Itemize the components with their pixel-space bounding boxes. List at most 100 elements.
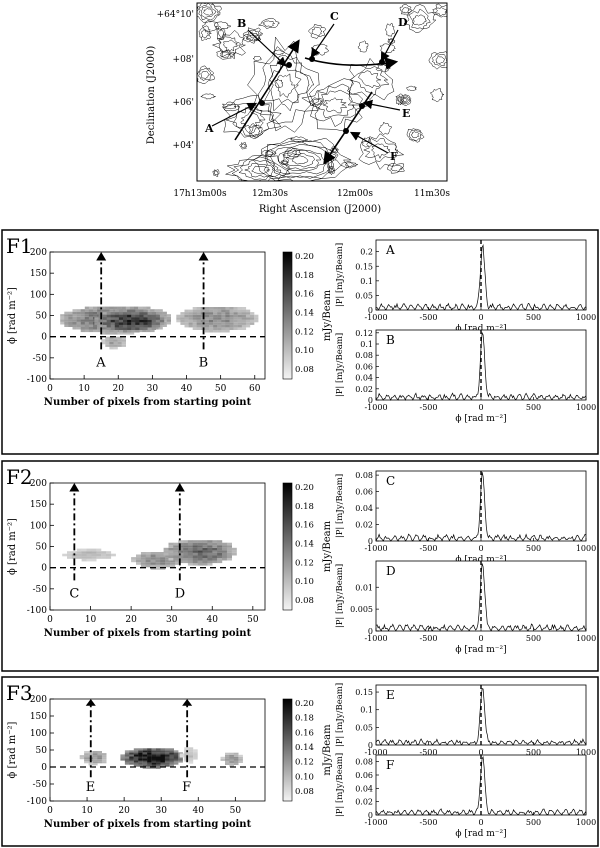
map-pixel — [178, 542, 184, 546]
map-pixel — [151, 766, 157, 769]
point-label-b: B — [237, 17, 246, 30]
map-pixel — [96, 551, 102, 554]
map-pixel — [229, 309, 234, 313]
map-pixel — [156, 756, 161, 759]
map-pixel — [143, 312, 148, 315]
spectrum-xtick: 500 — [526, 403, 541, 412]
map-pixel — [202, 552, 208, 556]
map-pixel — [147, 754, 152, 757]
map-pixel — [184, 751, 189, 754]
map-pixel — [142, 754, 148, 757]
map-pixel — [147, 760, 152, 763]
map-pixel — [84, 751, 89, 754]
map-pixel — [178, 547, 184, 551]
panel-id: F2 — [6, 465, 33, 489]
map-pixel — [187, 555, 193, 558]
map-pixel — [250, 317, 255, 320]
map-pixel — [166, 319, 171, 322]
map-pixel — [140, 552, 146, 555]
map-pixel — [106, 317, 111, 320]
map-pixel — [168, 557, 174, 561]
map-pixel — [188, 309, 193, 313]
map-pixel — [192, 309, 197, 313]
map-pixel — [226, 547, 232, 551]
map-pixel — [233, 312, 238, 315]
map-pixel — [139, 324, 144, 328]
map-pixel — [169, 748, 174, 751]
marker-label-b: B — [199, 355, 209, 370]
spectrum-xtick: -1000 — [364, 748, 387, 757]
map-pixel — [164, 758, 170, 761]
map-pixel — [162, 319, 167, 322]
map-pixel — [178, 560, 184, 564]
map-ylabel: ϕ [rad m⁻²] — [7, 518, 18, 575]
map-pixel — [150, 329, 155, 333]
map-pixel — [226, 557, 232, 561]
spectrum-ylabel: |P| [mJy/Beam] — [335, 243, 345, 307]
map-pixel — [93, 757, 98, 760]
map-xtick: 50 — [215, 384, 227, 394]
map-pixel — [209, 307, 214, 310]
track-lines — [211, 23, 401, 165]
spectrum-ytick: 0 — [368, 396, 373, 405]
map-pixel — [220, 756, 226, 759]
map-pixel — [217, 322, 222, 325]
map-pixel — [233, 756, 239, 759]
map-pixel — [93, 314, 98, 317]
colorbar-tick: 0.08 — [295, 365, 314, 375]
map-pixel — [117, 341, 122, 345]
map-pixel — [118, 309, 124, 313]
map-pixel — [183, 545, 189, 548]
map-ytick: 50 — [36, 312, 48, 322]
map-pixel — [233, 317, 238, 320]
point-label-f: F — [390, 150, 398, 163]
map-pixel — [145, 554, 151, 558]
map-pixel — [129, 760, 134, 763]
map-pixel — [72, 309, 77, 312]
colorbar-tick: 0.20 — [295, 483, 314, 493]
map-pixel — [80, 314, 85, 317]
map-pixel — [133, 760, 139, 763]
map-pixel — [94, 317, 99, 320]
map-pixel — [138, 764, 143, 767]
map-pixel — [121, 341, 126, 345]
map-pixel — [237, 317, 242, 320]
map-pixel — [155, 567, 161, 570]
map-pixel — [197, 552, 203, 556]
map-pixel — [202, 540, 208, 543]
colorbar-tick: 0.14 — [295, 309, 314, 319]
map-pixel — [204, 307, 210, 310]
map-pixel — [139, 314, 144, 318]
map-pixel — [102, 324, 107, 328]
map-pixel — [147, 312, 152, 315]
map-pixel — [207, 563, 213, 566]
map-pixel — [176, 314, 181, 318]
map-pixel — [222, 557, 228, 561]
map-pixel — [135, 327, 140, 330]
map-pixel — [68, 321, 73, 325]
map-pixel — [237, 307, 242, 310]
map-pixel — [188, 759, 194, 762]
map-pixel — [155, 314, 161, 318]
map-pixel — [229, 314, 234, 318]
map-pixel — [109, 341, 114, 345]
map-pixel — [86, 553, 92, 557]
map-pixel — [114, 309, 120, 313]
map-pixel — [138, 758, 143, 761]
map-pixel — [158, 311, 163, 315]
map-pixel — [123, 312, 128, 315]
map-pixel — [207, 542, 213, 546]
map-pixel — [226, 550, 232, 553]
map-pixel — [106, 556, 112, 559]
map-pixel — [117, 336, 122, 340]
map-pixel — [197, 563, 203, 566]
spectrum-ytick: 0 — [368, 306, 373, 315]
track-point — [343, 128, 349, 134]
map-pixel — [142, 756, 148, 759]
map-pixel — [192, 545, 198, 548]
map-pixel — [142, 329, 147, 333]
map-pixel — [147, 762, 152, 765]
map-pixel — [193, 751, 198, 754]
map-pixel — [139, 322, 144, 325]
map-frame — [196, 2, 448, 182]
